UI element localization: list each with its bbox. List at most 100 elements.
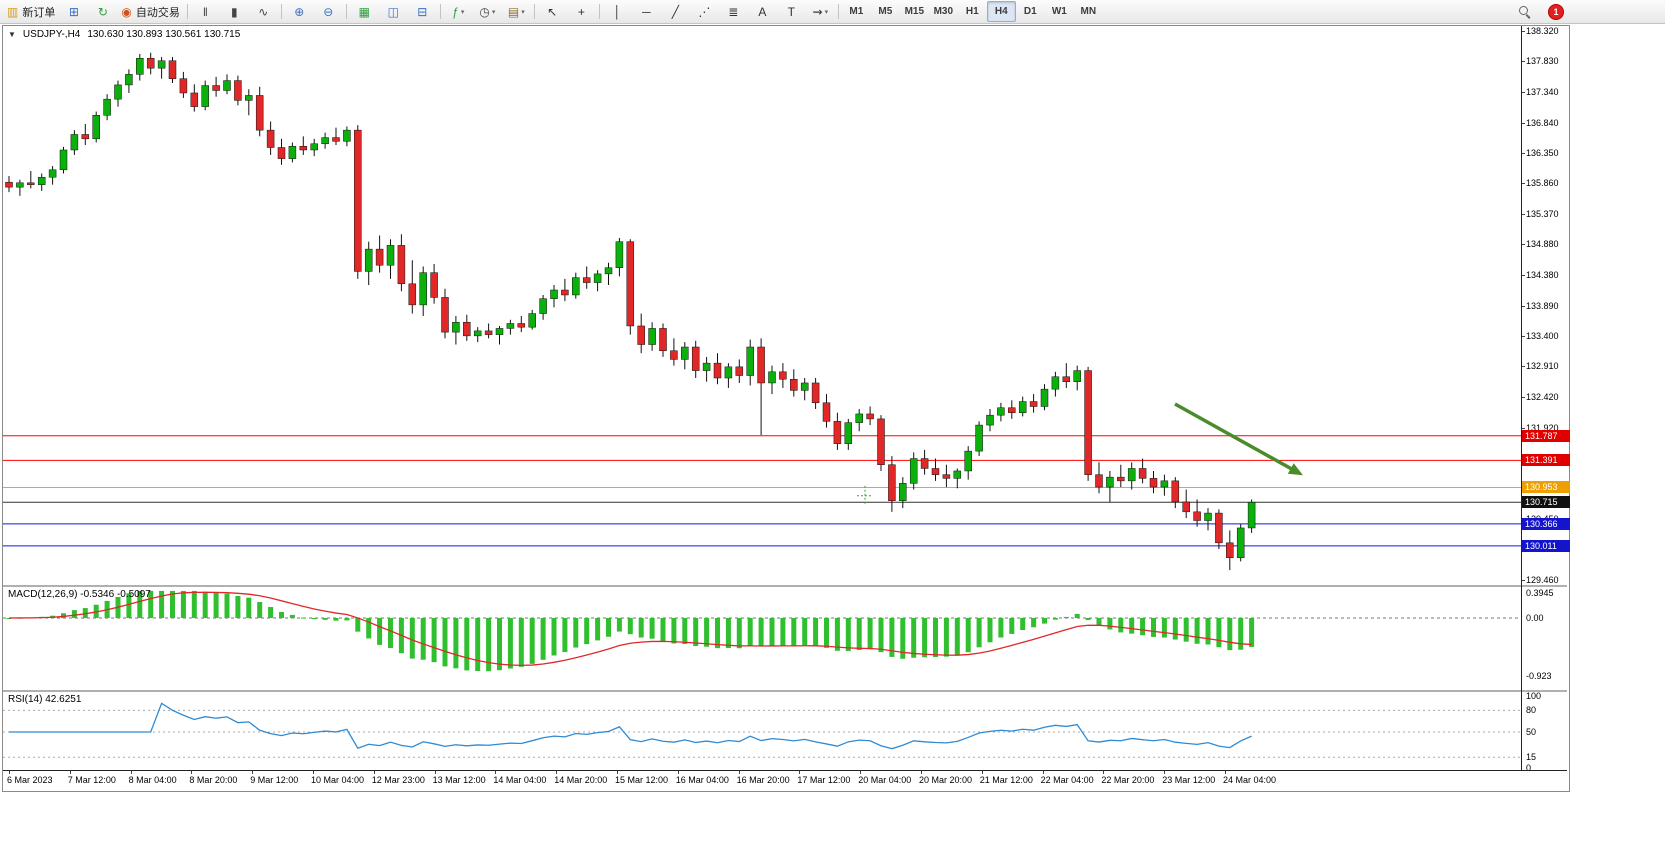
horizontal-line-button[interactable]: ─ [632,1,661,22]
objects-group: │ ─ ╱ ⋰ ≣ A T ⇝ ▾ [603,0,835,23]
timeframe-m15-button[interactable]: M15 [900,1,929,22]
timeframe-m5-button[interactable]: M5 [871,1,900,22]
price-axis-tickmark [1522,183,1525,185]
vertical-line-button[interactable]: │ [603,1,632,22]
chart-windows-icon: ⊞ [68,4,79,19]
chart-windows-button[interactable]: ⊞ [59,1,88,22]
zoom-group: ⊕ ⊖ [285,0,343,23]
macd-indicator-label: MACD(12,26,9) -0.5346 -0.5097 [8,589,151,600]
pane-separator[interactable] [3,585,1567,587]
fibonacci-button[interactable]: ≣ [719,1,748,22]
timeframe-mn-button[interactable]: MN [1074,1,1103,22]
trendline-button[interactable]: ╱ [661,1,690,22]
trade-group: ▥ 新订单 ⊞ ↻ ◉ 自动交易 [3,0,184,23]
zoom-out-icon: ⊖ [323,4,334,19]
channel-icon: ⋰ [698,4,711,19]
rsi-axis-label: 50 [1526,727,1537,737]
vertical-line-icon: │ [613,4,622,19]
template-button[interactable]: ▤ ▾ [502,1,531,22]
trend-arrow-annotation[interactable] [1174,402,1303,476]
chart-menu-icon[interactable]: ▼ [8,30,16,39]
cascade-windows-button[interactable]: ⊟ [408,1,437,22]
timeframe-h1-button[interactable]: H1 [958,1,987,22]
timeframe-d1-button[interactable]: D1 [1016,1,1045,22]
insert-group: ƒ ▾ ◷ ▾ ▤ ▾ [444,0,531,23]
add-indicator-button[interactable]: ƒ ▾ [444,1,473,22]
horizontal-line-icon: ─ [642,4,651,19]
time-axis-tickmark [556,771,558,774]
chart-symbol-title: USDJPY-,H4 [22,29,81,40]
cursor-button[interactable]: ↖ [538,1,567,22]
price-level-badge: 130.953 [1522,481,1570,494]
candlestick-chart[interactable] [3,26,1522,585]
line-chart-button[interactable]: ∿ [249,1,278,22]
price-axis-tick: 133.400 [1526,330,1559,341]
rsi-pane[interactable] [3,692,1522,770]
time-axis-label: 23 Mar 12:00 [1162,775,1216,785]
crosshair-button[interactable]: + [567,1,596,22]
time-axis-label: 16 Mar 20:00 [736,775,790,785]
time-axis-tickmark [9,771,10,774]
auto-trading-button[interactable]: ◉ 自动交易 [117,1,183,22]
time-axis[interactable]: 6 Mar 2023 7 Mar 12:00 8 Mar 04:00 8 Mar 20… [3,771,1567,789]
indicators-grid-button[interactable]: ▦ [350,1,379,22]
search-icon [1518,5,1531,18]
timeframe-m1-button[interactable]: M1 [842,1,871,22]
toolbar-separator [439,4,441,19]
clock-icon: ◷ [479,4,490,19]
price-axis-tickmark [1522,61,1525,63]
fibonacci-icon: ≣ [728,4,739,19]
pane-separator[interactable] [3,690,1567,692]
zoom-in-button[interactable]: ⊕ [285,1,314,22]
macd-pane[interactable] [3,587,1522,690]
new-order-button[interactable]: ▥ 新订单 [3,1,59,22]
notification-badge[interactable]: 1 [1548,3,1564,20]
timeframe-m5-button-label: M5 [878,6,893,17]
text-label-button[interactable]: T [777,1,806,22]
price-axis-tick: 132.910 [1526,361,1559,372]
window-group: ▦ ◫ ⊟ [350,0,437,23]
channel-button[interactable]: ⋰ [690,1,719,22]
time-axis-label: 16 Mar 04:00 [675,775,729,785]
rsi-axis-label: 100 [1526,691,1542,701]
time-axis-label: 21 Mar 12:00 [979,775,1033,785]
price-axis-tick: 136.840 [1526,117,1559,128]
arrows-button[interactable]: ⇝ ▾ [806,1,835,22]
trendline-icon: ╱ [671,4,679,19]
time-axis-label: 8 Mar 04:00 [128,775,177,785]
chart-title: ▼ USDJPY-,H4 130.630 130.893 130.561 130… [8,29,240,40]
indicators-grid-icon: ▦ [358,4,370,19]
zoom-out-button[interactable]: ⊖ [314,1,343,22]
text-button[interactable]: A [748,1,777,22]
bar-chart-button[interactable]: ‖ [191,1,220,22]
candlestick-chart-button[interactable]: ▮ [220,1,249,22]
rsi-line-chart[interactable] [3,692,1522,770]
price-axis-tickmark [1522,91,1525,93]
macd-axis-label: 0.3945 [1526,588,1554,599]
timeframe-h1-button-label: H1 [965,6,979,17]
time-axis-tickmark [1164,771,1166,774]
timeframe-m30-button[interactable]: M30 [929,1,958,22]
timeframe-h4-button[interactable]: H4 [986,1,1016,22]
main-chart-pane[interactable] [3,26,1522,585]
price-axis[interactable]: 138.320 137.830 137.340 136.840 136.350 135.8… [1522,26,1570,773]
refresh-button[interactable]: ↻ [88,1,117,22]
time-axis-tickmark [921,771,922,774]
macd-histogram-chart[interactable] [3,587,1522,690]
timeframe-w1-button-label: W1 [1051,6,1067,17]
price-axis-tickmark [1522,580,1525,581]
price-axis-tickmark [1522,213,1525,215]
time-axis-tickmark [252,771,254,774]
time-axis-tickmark [799,771,801,774]
timeframe-m1-button-label: M1 [849,6,864,17]
price-axis-tickmark [1522,335,1525,337]
tile-windows-button[interactable]: ◫ [379,1,408,22]
periodicity-button[interactable]: ◷ ▾ [473,1,502,22]
price-axis-tickmark [1522,305,1525,307]
current-price-badge: 130.715 [1522,496,1570,509]
timeframe-w1-button[interactable]: W1 [1045,1,1074,22]
time-axis-label: 6 Mar 2023 [7,775,53,785]
time-axis-label: 17 Mar 12:00 [797,775,851,785]
toolbar-separator [186,4,188,19]
search-button[interactable] [1510,1,1539,22]
